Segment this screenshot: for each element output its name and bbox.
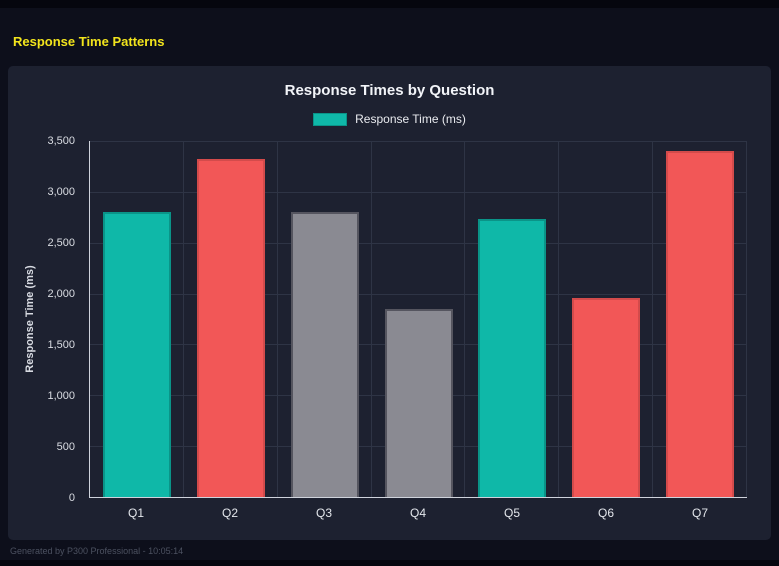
x-axis-labels: Q1 Q2 Q3 Q4 Q5 Q6 Q7 [89, 506, 747, 526]
y-tick-label: 2,500 [47, 236, 75, 249]
chart-legend[interactable]: Response Time (ms) [8, 112, 771, 126]
top-edge-strip [0, 0, 779, 8]
x-tick-label-q2: Q2 [221, 506, 238, 520]
gridline-horizontal [90, 191, 747, 193]
y-tick-label: 2,000 [47, 288, 75, 300]
y-tick-label: 1,000 [47, 390, 75, 402]
y-tick-label: 500 [56, 441, 75, 453]
y-tick-label: 3,500 [47, 135, 75, 147]
chart-title: Response Times by Question [284, 82, 495, 99]
x-tick-label-q4: Q4 [409, 506, 426, 520]
bottom-edge-strip [0, 560, 779, 566]
bar-q2[interactable] [196, 159, 265, 497]
gridline-vertical [652, 141, 654, 497]
gridline-horizontal [90, 293, 747, 295]
y-tick-label: 1,500 [47, 338, 75, 351]
legend-swatch [313, 112, 348, 126]
gridline-vertical [182, 141, 184, 497]
chart-panel: Response Times by Question Response Time… [8, 66, 771, 540]
bar-q4[interactable] [384, 308, 453, 497]
legend-label: Response Time (ms) [355, 112, 466, 126]
gridline-vertical [464, 141, 466, 497]
y-tick-label: 3,000 [47, 185, 75, 198]
x-tick-label-q7: Q7 [691, 506, 708, 520]
x-tick-label-q6: Q6 [597, 506, 614, 520]
x-tick-label-q3: Q3 [315, 506, 332, 520]
gridline-vertical [276, 141, 278, 497]
y-axis-ticks: 0 500 1,000 1,500 2,000 2,500 3,000 3,500 [8, 135, 81, 504]
x-tick-label-q1: Q1 [127, 506, 144, 520]
gridline-horizontal [90, 242, 747, 244]
bar-q1[interactable] [102, 212, 171, 497]
bar-q6[interactable] [572, 297, 641, 497]
bar-q3[interactable] [290, 212, 359, 497]
page-title: Response Time Patterns [13, 34, 165, 49]
gridline-vertical [746, 141, 747, 497]
bar-q7[interactable] [666, 151, 735, 497]
bar-q5[interactable] [478, 219, 547, 497]
x-tick-label-q5: Q5 [503, 506, 520, 520]
y-tick-label: 0 [68, 492, 75, 504]
footer-note: Generated by P300 Professional - 10:05:1… [10, 546, 184, 556]
gridline-vertical [558, 141, 560, 497]
gridline-vertical [370, 141, 372, 497]
gridline-horizontal [90, 141, 747, 142]
plot-area [89, 141, 747, 498]
